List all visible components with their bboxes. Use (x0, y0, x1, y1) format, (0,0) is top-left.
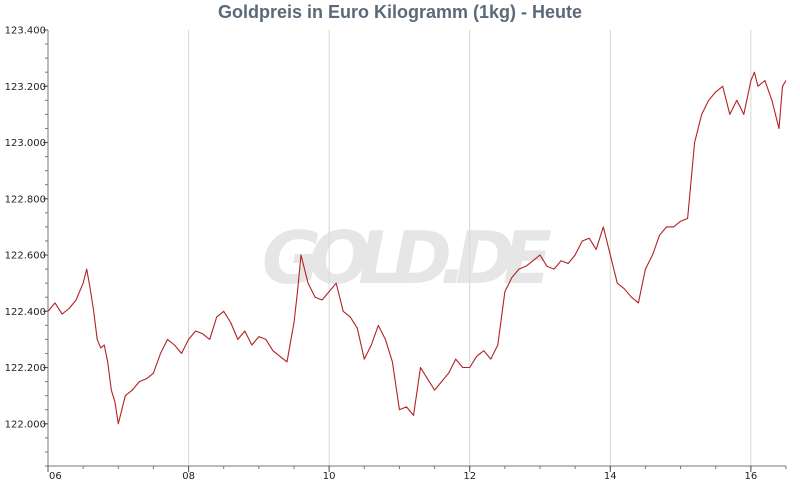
x-tick-label-10: 10 (323, 471, 336, 482)
y-tick-label-123.200: 123.200 (5, 82, 46, 93)
y-tick-label-123.400: 123.400 (5, 26, 46, 37)
chart-title: Goldpreis in Euro Kilogramm (1kg) - Heut… (217, 2, 583, 22)
series-line-0 (47, 71, 787, 425)
y-tick-label-122.800: 122.800 (5, 194, 46, 205)
y-tick-label-122.600: 122.600 (5, 251, 46, 262)
tick-label-layer: 122.000 122.200 122.400 122.600 122.800 123.0… (5, 26, 758, 483)
y-tick-label-122.400: 122.400 (5, 307, 46, 318)
watermark-layer: GOLD.DE (262, 216, 552, 300)
grid-layer (188, 30, 752, 466)
y-tick-label-122.000: 122.000 (5, 419, 46, 430)
watermark-text: GOLD.DE (262, 216, 552, 300)
y-tick-label-122.200: 122.200 (5, 363, 46, 374)
x-tick-label-14: 14 (604, 471, 617, 482)
x-tick-label-06: 06 (49, 471, 62, 482)
x-tick-label-16: 16 (744, 471, 757, 482)
x-tick-label-12: 12 (463, 471, 476, 482)
axis-layer (43, 29, 787, 472)
series-layer (47, 71, 787, 425)
y-tick-label-123.000: 123.000 (5, 138, 46, 149)
x-tick-label-08: 08 (182, 471, 195, 482)
